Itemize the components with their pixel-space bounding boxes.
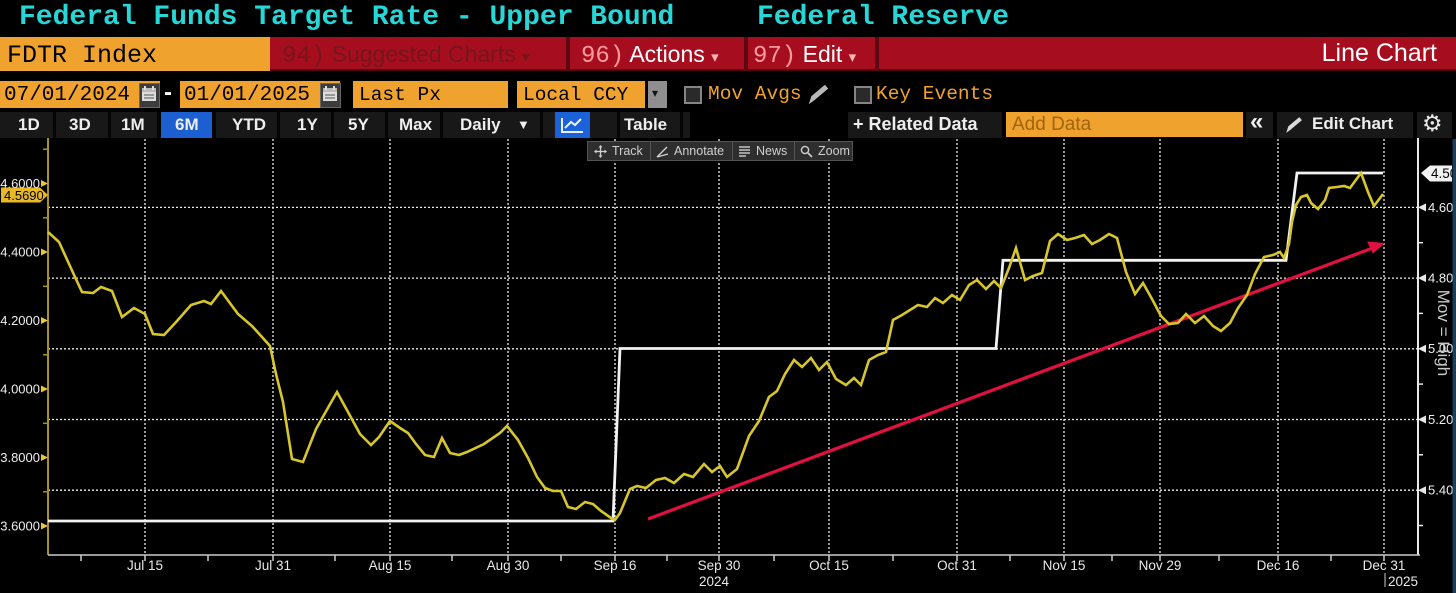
svg-text:3.8000: 3.8000 — [0, 450, 40, 465]
svg-text:4.4000: 4.4000 — [0, 245, 40, 260]
svg-text:4.0000: 4.0000 — [0, 382, 40, 397]
svg-text:5.00: 5.00 — [1428, 341, 1453, 356]
svg-text:Sep 30: Sep 30 — [698, 558, 741, 573]
svg-text:2024: 2024 — [699, 574, 730, 589]
svg-text:4.2000: 4.2000 — [0, 313, 40, 328]
svg-text:4.6000: 4.6000 — [0, 176, 40, 191]
svg-text:3.6000: 3.6000 — [0, 519, 40, 534]
svg-text:Dec 16: Dec 16 — [1257, 558, 1300, 573]
svg-text:Jul 15: Jul 15 — [127, 558, 163, 573]
svg-text:Nov 29: Nov 29 — [1139, 558, 1182, 573]
svg-text:Mov = High: Mov = High — [1434, 290, 1453, 376]
svg-text:Nov 15: Nov 15 — [1043, 558, 1086, 573]
svg-text:Oct 31: Oct 31 — [937, 558, 977, 573]
svg-text:5.40: 5.40 — [1428, 483, 1453, 498]
svg-text:4.5690: 4.5690 — [4, 188, 44, 203]
svg-text:4.80: 4.80 — [1428, 271, 1453, 286]
svg-text:4.60: 4.60 — [1428, 200, 1453, 215]
svg-text:Jul 31: Jul 31 — [255, 558, 291, 573]
svg-text:Sep 16: Sep 16 — [594, 558, 637, 573]
svg-text:Aug 30: Aug 30 — [487, 558, 530, 573]
svg-text:Dec 31: Dec 31 — [1363, 558, 1406, 573]
svg-text:Oct 15: Oct 15 — [809, 558, 849, 573]
svg-text:2025: 2025 — [1388, 574, 1418, 589]
svg-text:4.50: 4.50 — [1431, 166, 1456, 181]
svg-text:5.20: 5.20 — [1428, 412, 1453, 427]
svg-text:Aug 15: Aug 15 — [369, 558, 412, 573]
